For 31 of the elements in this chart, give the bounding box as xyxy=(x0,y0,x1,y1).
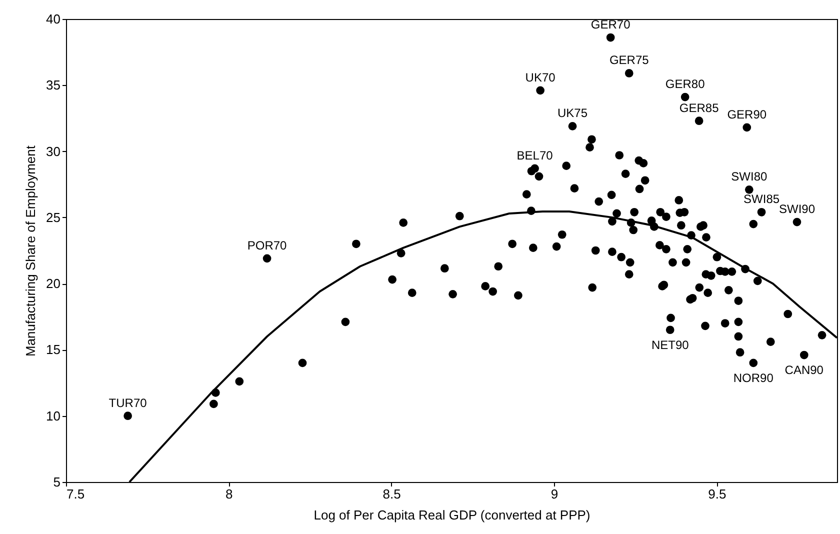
annotation: POR70 xyxy=(247,238,288,252)
y-tick-label: 40 xyxy=(46,12,60,26)
y-tick-label: 15 xyxy=(46,342,60,358)
annotation: GER70 xyxy=(590,18,631,32)
annotation: NOR90 xyxy=(733,370,774,385)
annotation: TUR70 xyxy=(108,396,148,410)
annotation: SWI90 xyxy=(778,202,816,216)
x-tick-label: 7.5 xyxy=(66,486,85,502)
x-axis-title: Log of Per Capita Real GDP (converted at PPP) xyxy=(314,508,590,522)
annotation: GER80 xyxy=(665,77,706,92)
annotation: CAN90 xyxy=(784,363,824,378)
x-tick-label: 9.5 xyxy=(708,486,726,502)
y-tick-label: 10 xyxy=(46,408,60,424)
y-tick-label: 30 xyxy=(46,144,60,159)
y-tick-label: 35 xyxy=(46,78,60,93)
annotation: GER85 xyxy=(679,100,720,115)
annotation: GER75 xyxy=(609,53,650,68)
y-tick-label: 25 xyxy=(46,210,60,225)
x-tick-label: 8.5 xyxy=(382,486,401,502)
annotation: UK75 xyxy=(558,106,588,120)
annotation: GER90 xyxy=(727,107,767,122)
y-tick-label: 20 xyxy=(46,276,60,292)
annotation: NET90 xyxy=(651,338,690,352)
annotation: UK70 xyxy=(525,70,556,84)
x-tick-label: 9 xyxy=(550,486,558,502)
y-axis-title: Manufacturing Share of Employment xyxy=(23,145,38,356)
y-tick-label: 5 xyxy=(53,474,60,490)
x-tick-label: 8 xyxy=(226,486,233,502)
annotation: BEL70 xyxy=(516,148,554,162)
annotation: SWI80 xyxy=(731,170,768,184)
annotation: SWI85 xyxy=(744,192,780,206)
